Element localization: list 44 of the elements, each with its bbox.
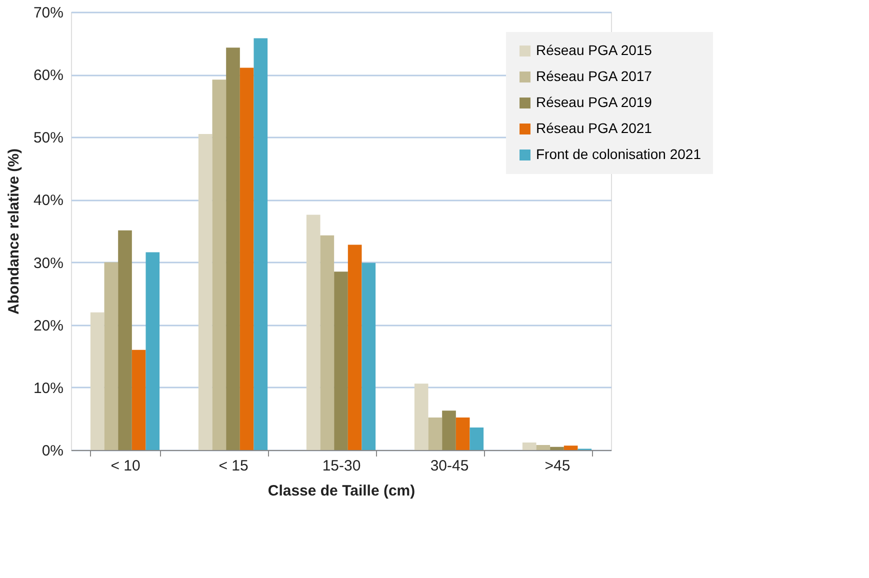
bar bbox=[254, 38, 268, 450]
bar bbox=[90, 312, 104, 450]
bar bbox=[334, 272, 348, 450]
legend-label: Front de colonisation 2021 bbox=[536, 146, 702, 162]
y-tick-label: 20% bbox=[33, 317, 64, 334]
legend-label: Réseau PGA 2017 bbox=[536, 68, 652, 84]
bar bbox=[456, 417, 470, 450]
bar bbox=[536, 444, 550, 450]
bar bbox=[306, 214, 320, 450]
y-tick-label: 50% bbox=[33, 130, 64, 147]
bar bbox=[348, 244, 362, 450]
bar bbox=[146, 252, 160, 450]
x-tick-label: < 15 bbox=[218, 458, 248, 474]
bar bbox=[428, 417, 442, 450]
y-axis-title: Abondance relative (%) bbox=[5, 148, 22, 314]
bar bbox=[320, 235, 334, 450]
bar bbox=[564, 446, 578, 450]
bar bbox=[226, 48, 240, 450]
bar bbox=[118, 230, 132, 450]
bar bbox=[240, 68, 254, 450]
y-tick-label: 30% bbox=[33, 254, 64, 272]
x-axis-title: Classe de Taille (cm) bbox=[268, 482, 416, 500]
bar bbox=[104, 262, 118, 450]
bar bbox=[414, 384, 428, 450]
bar bbox=[198, 134, 212, 450]
legend-label: Réseau PGA 2019 bbox=[536, 94, 652, 110]
bar bbox=[442, 410, 456, 450]
bar bbox=[550, 446, 564, 450]
bar bbox=[212, 80, 226, 450]
bar bbox=[522, 442, 536, 450]
x-tick-label: 15-30 bbox=[322, 458, 361, 474]
y-tick-label: 10% bbox=[33, 380, 64, 397]
y-tick-label: 0% bbox=[42, 442, 64, 460]
y-tick-label: 40% bbox=[33, 192, 64, 210]
bar bbox=[470, 427, 484, 450]
x-tick-label: 30-45 bbox=[430, 458, 469, 474]
y-tick-label: 60% bbox=[33, 67, 64, 84]
legend-label: Réseau PGA 2021 bbox=[536, 120, 652, 136]
x-tick-label: < 10 bbox=[110, 458, 140, 474]
legend-label: Réseau PGA 2015 bbox=[536, 42, 652, 58]
y-tick-label: 70% bbox=[33, 4, 64, 22]
x-tick-label: >45 bbox=[544, 458, 570, 474]
bar bbox=[132, 350, 146, 450]
bar bbox=[362, 262, 376, 450]
